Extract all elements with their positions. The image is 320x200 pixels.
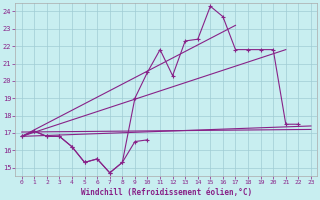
X-axis label: Windchill (Refroidissement éolien,°C): Windchill (Refroidissement éolien,°C): [81, 188, 252, 197]
